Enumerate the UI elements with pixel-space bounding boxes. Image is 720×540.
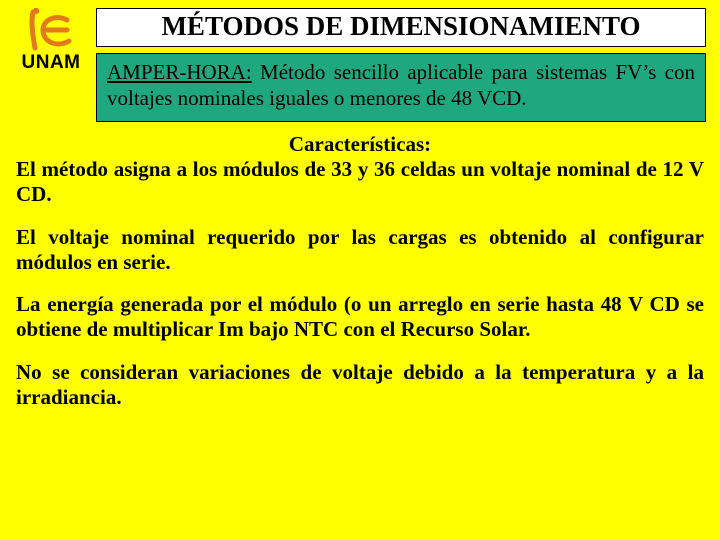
body-paragraph: El voltaje nominal requerido por las car… bbox=[16, 225, 704, 275]
body-subhead: Características: bbox=[16, 132, 704, 157]
method-lead: AMPER-HORA: bbox=[107, 60, 252, 84]
slide-title: MÉTODOS DE DIMENSIONAMIENTO bbox=[96, 8, 706, 47]
logo-stroke-i bbox=[32, 12, 35, 48]
logo-label: UNAM bbox=[22, 52, 81, 74]
ie-logo-icon bbox=[25, 8, 77, 52]
slide: UNAM MÉTODOS DE DIMENSIONAMIENTO AMPER-H… bbox=[0, 0, 720, 540]
body-text: Características: El método asigna a los … bbox=[14, 132, 706, 409]
body-paragraph: El método asigna a los módulos de 33 y 3… bbox=[16, 157, 704, 207]
body-paragraph: La energía generada por el módulo (o un … bbox=[16, 292, 704, 342]
header-right-column: MÉTODOS DE DIMENSIONAMIENTO AMPER-HORA: … bbox=[96, 8, 706, 122]
header-row: UNAM MÉTODOS DE DIMENSIONAMIENTO AMPER-H… bbox=[14, 8, 706, 122]
body-paragraph: No se consideran variaciones de voltaje … bbox=[16, 360, 704, 410]
logo-block: UNAM bbox=[14, 8, 88, 74]
logo-dot bbox=[33, 8, 39, 14]
method-box: AMPER-HORA: Método sencillo aplicable pa… bbox=[96, 53, 706, 122]
